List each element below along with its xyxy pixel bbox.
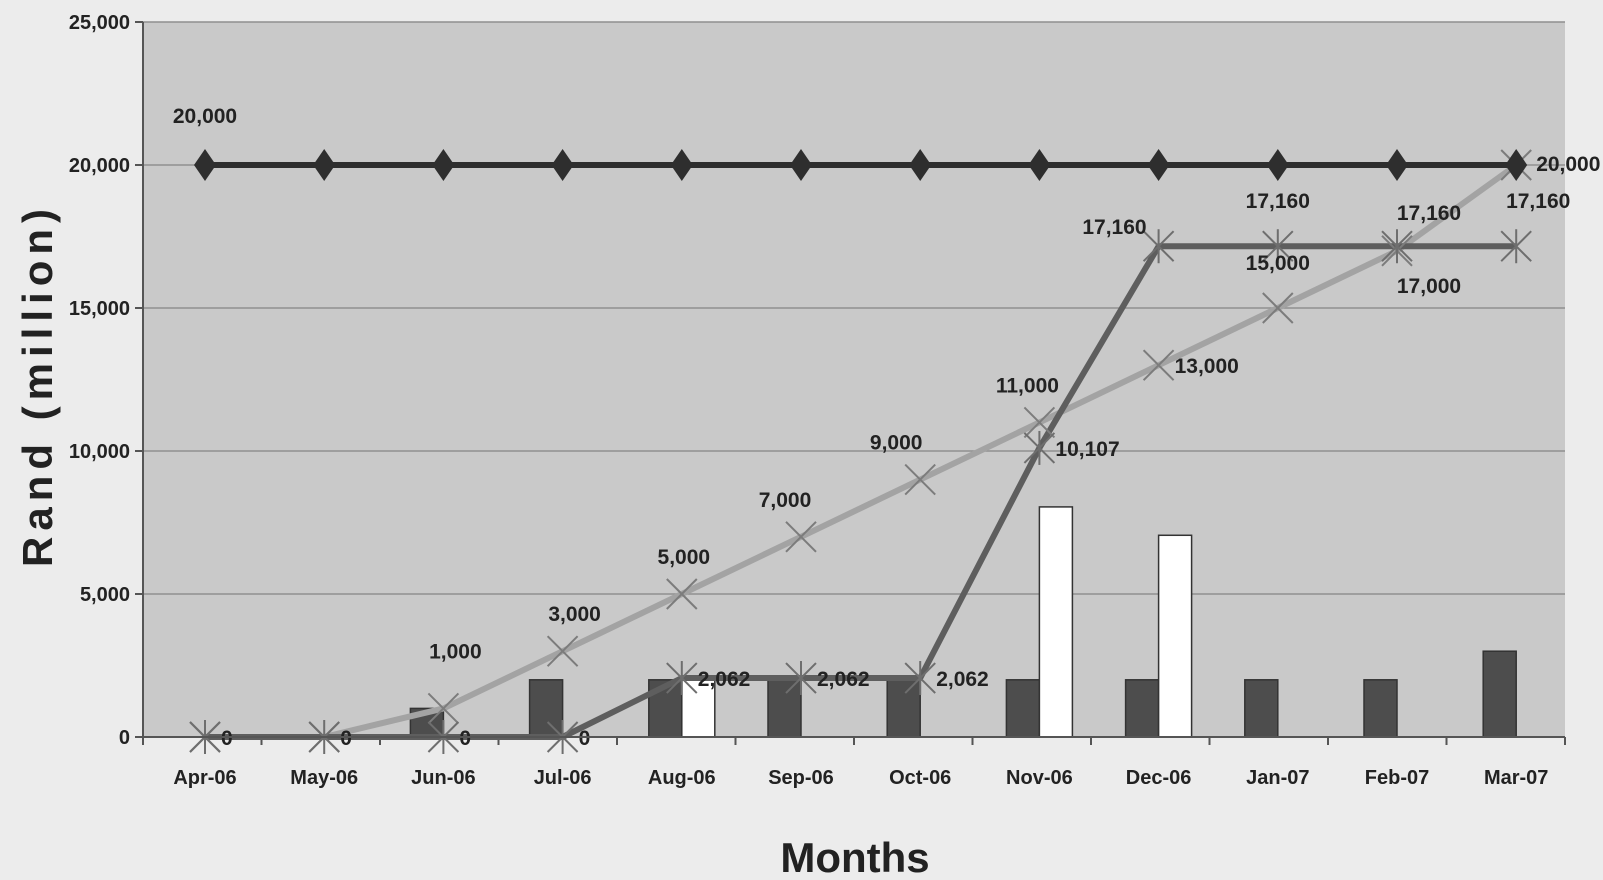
- data-label: 0: [340, 727, 352, 750]
- data-label: 17,160: [1082, 216, 1146, 239]
- star-marker: [904, 661, 936, 696]
- star-marker: [1381, 229, 1413, 264]
- y-tick-label: 10,000: [69, 441, 130, 463]
- x-marker: [427, 692, 460, 725]
- x-marker: [1023, 406, 1056, 439]
- x-marker: [666, 578, 698, 610]
- data-label: 10,107: [1055, 438, 1119, 461]
- x-tick-label: May-06: [290, 767, 358, 789]
- data-label: 2,062: [698, 668, 751, 691]
- bar: [1157, 534, 1193, 738]
- x-marker: [904, 463, 936, 496]
- x-tick-label: Mar-07: [1484, 767, 1548, 789]
- y-tick-label: 25,000: [69, 12, 130, 34]
- y-tick-label: 5,000: [80, 584, 130, 606]
- x-tick-label: Jan-07: [1246, 767, 1309, 789]
- x-tick-label: Dec-06: [1126, 767, 1192, 789]
- y-tick-label: 15,000: [69, 298, 130, 320]
- data-label: 20,000: [1536, 153, 1600, 176]
- data-label: 15,000: [1246, 252, 1310, 275]
- diamond-marker: [1266, 149, 1289, 181]
- data-label: 13,000: [1175, 355, 1239, 378]
- series-line: [205, 162, 1518, 740]
- x-marker: [1142, 349, 1175, 381]
- y-axis-title: Rand (million): [14, 203, 61, 567]
- bar: [1038, 506, 1074, 738]
- bar: [528, 679, 564, 738]
- bar: [1124, 679, 1160, 738]
- star-marker: [666, 661, 698, 696]
- data-label: 7,000: [759, 489, 812, 512]
- x-axis-title: Months: [780, 834, 929, 880]
- star-marker: [1023, 430, 1056, 465]
- data-label: 5,000: [658, 546, 711, 569]
- diamond-marker: [551, 149, 574, 181]
- x-tick-label: Feb-07: [1365, 767, 1429, 789]
- x-axis-ticks: Apr-06 May-06 Jun-06 Jul-06 Aug-06 Sep-06 Oct-…: [142, 737, 1566, 789]
- diamond-marker: [1028, 149, 1051, 181]
- y-axis-ticks: 0 5,000 10,000 15,000 20,000 25,000: [69, 12, 143, 749]
- data-label: 17,160: [1246, 190, 1310, 213]
- data-label: 0: [579, 727, 591, 750]
- bar: [1363, 679, 1398, 738]
- diamond-marker: [313, 149, 336, 181]
- x-marker: [785, 521, 817, 553]
- bar: [767, 679, 802, 738]
- data-label: 20,000: [173, 105, 237, 128]
- x-marker: [1262, 292, 1294, 324]
- data-label: 17,000: [1397, 275, 1461, 298]
- x-marker: [546, 635, 579, 667]
- data-label: 0: [459, 727, 471, 750]
- bar: [1005, 679, 1041, 738]
- x-tick-label: Jun-06: [411, 767, 475, 789]
- y-tick-label: 0: [119, 727, 130, 749]
- x-tick-label: Nov-06: [1006, 767, 1073, 789]
- star-marker: [1500, 229, 1532, 264]
- diamond-marker: [194, 149, 216, 181]
- diamond-marker: [1147, 149, 1170, 181]
- diamond-marker: [432, 149, 455, 181]
- x-tick-label: Apr-06: [173, 767, 236, 789]
- markers: [189, 149, 1532, 754]
- data-label: 2,062: [936, 668, 989, 691]
- x-tick-label: Jul-06: [534, 767, 592, 789]
- x-tick-label: Oct-06: [889, 767, 951, 789]
- bar: [1482, 650, 1517, 738]
- bars: [409, 506, 1517, 738]
- data-label: 3,000: [548, 603, 601, 626]
- star-marker: [1142, 229, 1175, 264]
- diamond-marker: [1505, 149, 1528, 181]
- diamond-marker: [790, 149, 812, 181]
- x-tick-label: Aug-06: [648, 767, 716, 789]
- bar: [1244, 679, 1279, 738]
- plot-area: [143, 22, 1565, 737]
- data-label: 1,000: [429, 640, 482, 663]
- data-label: 17,160: [1506, 190, 1570, 213]
- star-marker: [785, 661, 817, 696]
- data-labels: 20,000 20,000 1,000 3,000 5,000 7,000 9,000 11,…: [173, 105, 1601, 750]
- star-marker: [1262, 229, 1294, 264]
- data-label: 17,160: [1397, 202, 1461, 225]
- diamond-marker: [1386, 149, 1408, 181]
- data-label: 0: [221, 727, 233, 750]
- diamond-marker: [670, 149, 693, 181]
- x-tick-label: Sep-06: [768, 767, 834, 789]
- data-label: 9,000: [870, 432, 923, 455]
- y-tick-label: 20,000: [69, 155, 130, 177]
- diamond-marker: [909, 149, 932, 181]
- bar: [886, 679, 921, 738]
- data-label: 11,000: [996, 374, 1059, 397]
- data-label: 2,062: [817, 668, 870, 691]
